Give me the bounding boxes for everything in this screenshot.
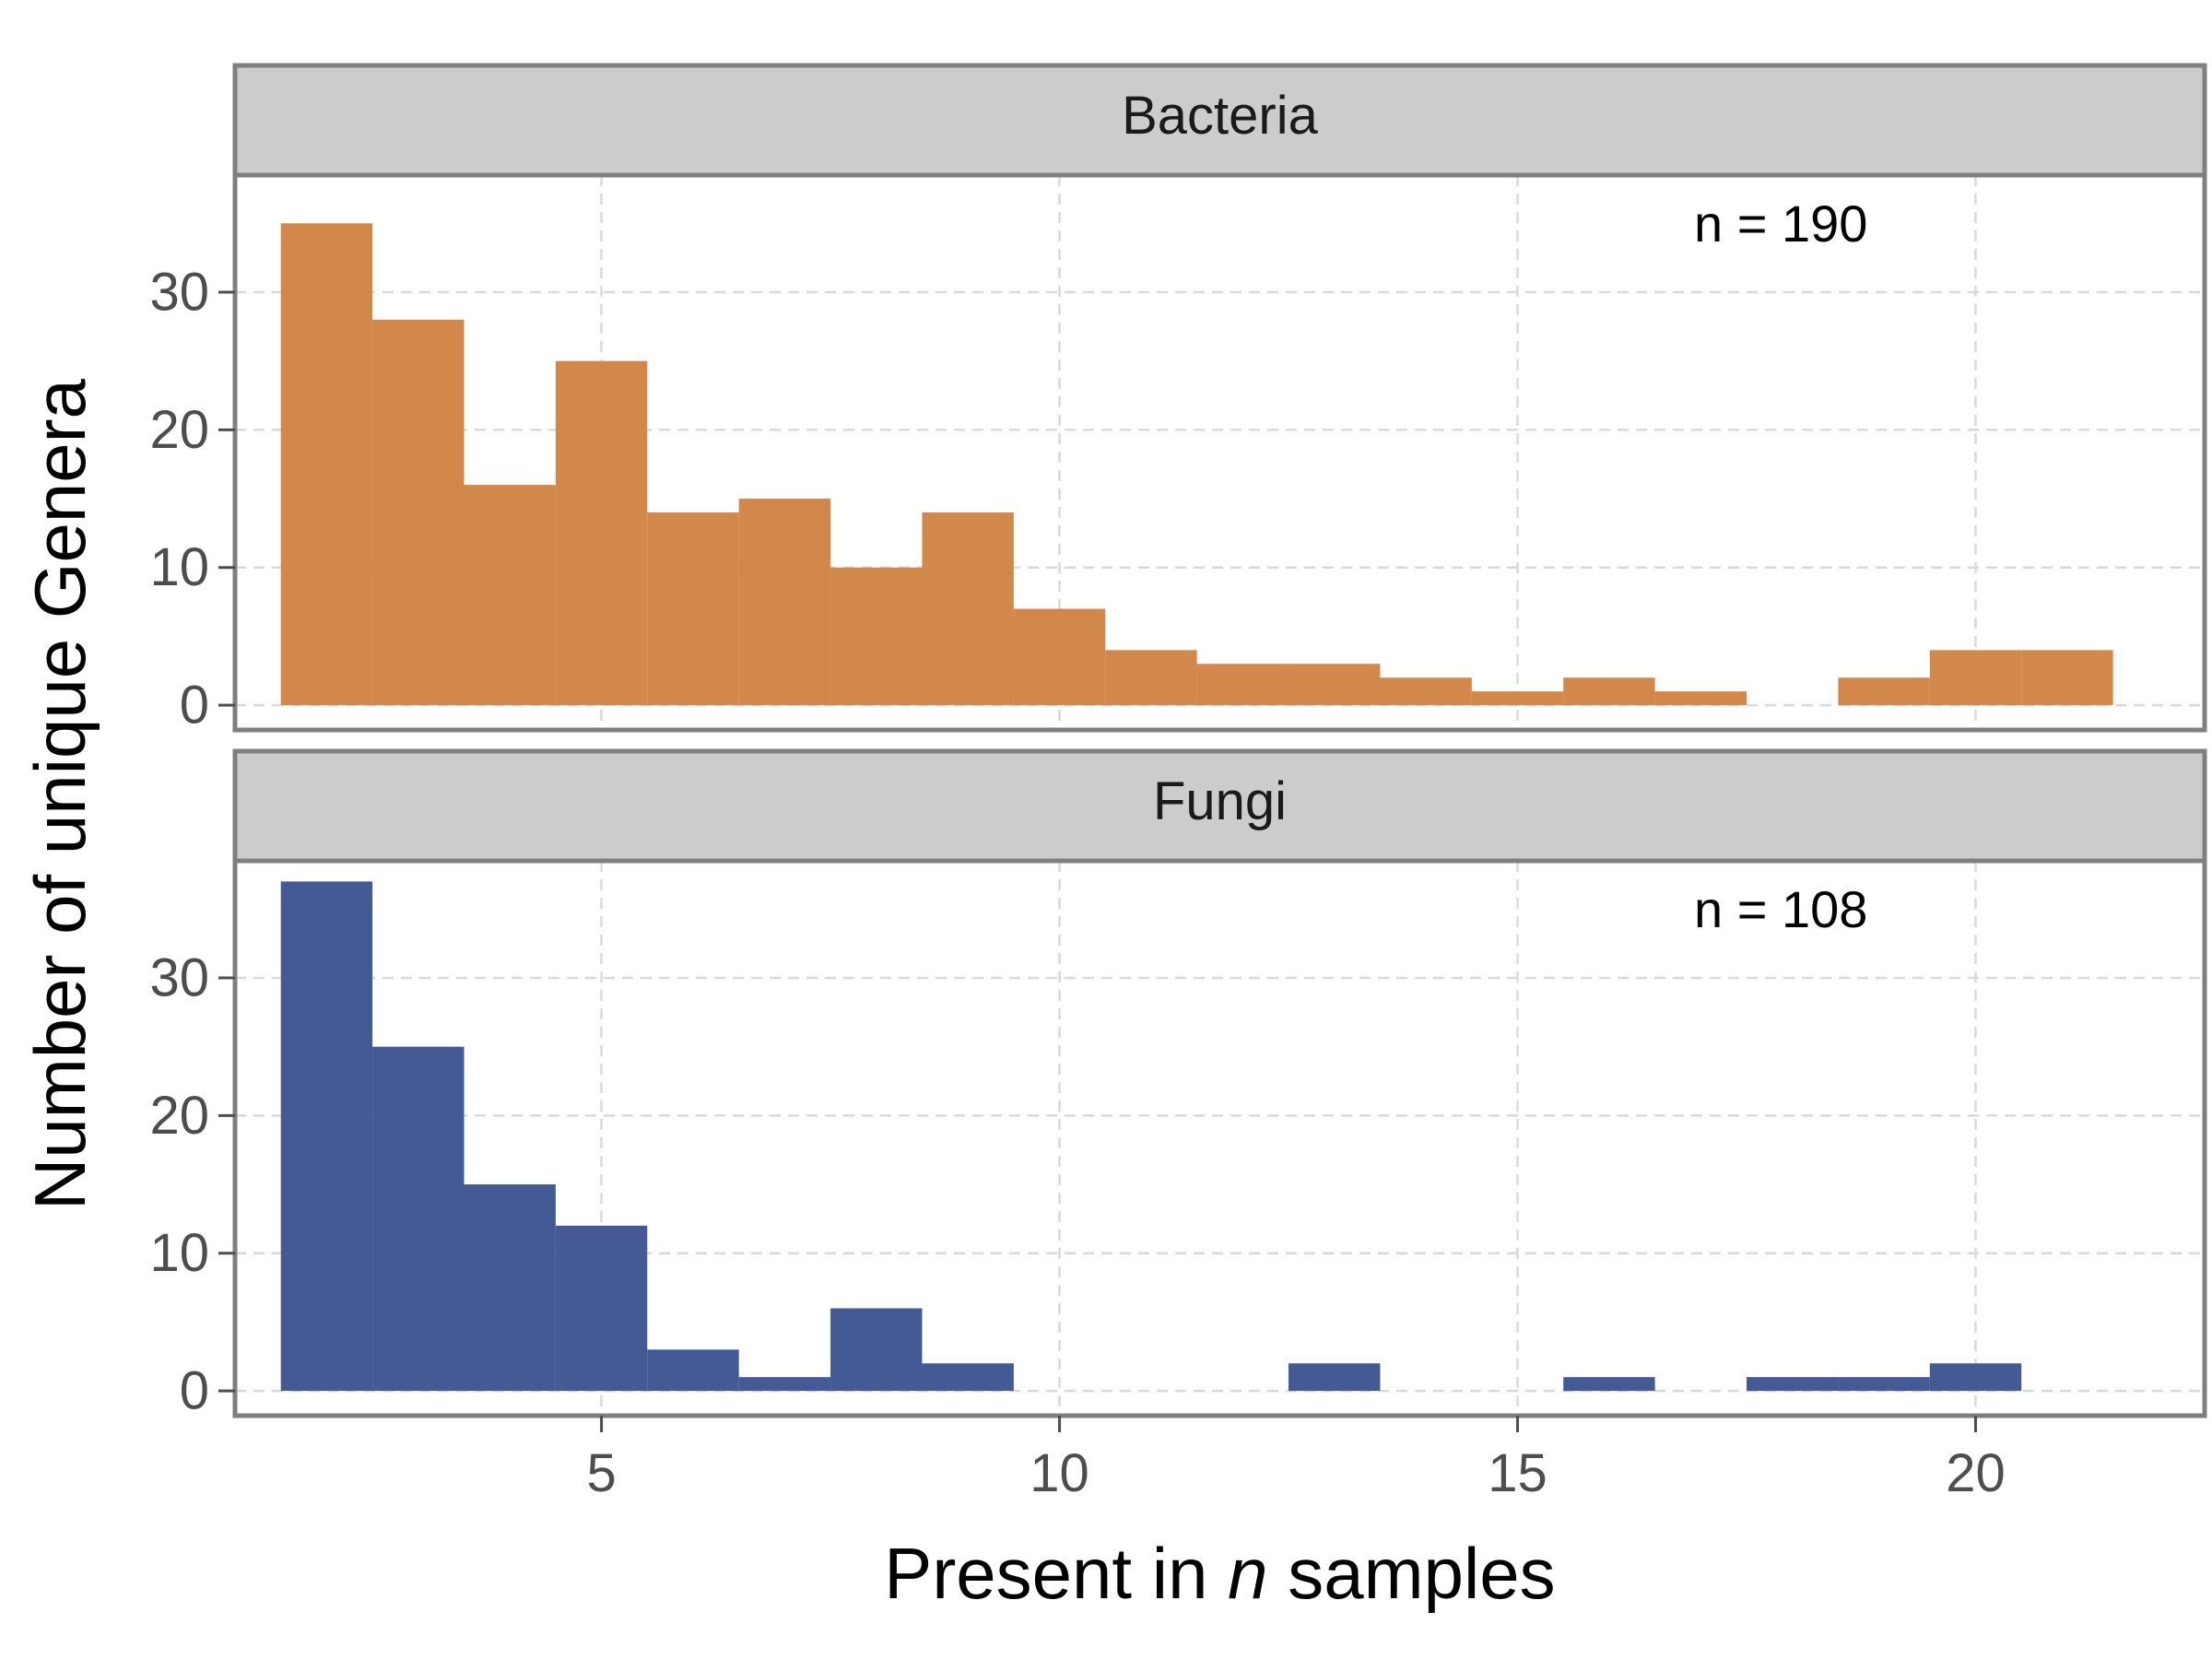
fungi-bar-3 — [372, 1046, 465, 1392]
fungi-y-tick-label-20: 20 — [149, 1086, 209, 1146]
facet-bacteria-y-axis: 0 10 20 30 — [149, 262, 235, 735]
x-axis-title: Present in n samples — [884, 1533, 1555, 1614]
bacteria-bar-5 — [555, 360, 648, 706]
bacteria-bar-2 — [280, 223, 373, 706]
facet-bacteria-panel-border — [232, 172, 2207, 733]
fungi-bar-9 — [922, 1363, 1014, 1392]
facet-bacteria-strip-label: Bacteria — [1122, 86, 1319, 146]
facet-bacteria-count-annotation: n = 190 — [1694, 194, 1867, 253]
facet-fungi-strip — [232, 748, 2207, 864]
x-tick-label-5: 5 — [586, 1443, 616, 1503]
facet-fungi-strip-label: Fungi — [1153, 771, 1287, 831]
fungi-bar-4 — [464, 1184, 556, 1392]
bacteria-bar-9 — [922, 512, 1014, 706]
facet-fungi-y-axis: 0 10 20 30 — [149, 947, 235, 1421]
bacteria-y-tick-label-0: 0 — [180, 676, 209, 735]
x-axis-title-after: samples — [1268, 1533, 1556, 1614]
fungi-bar-6 — [647, 1349, 739, 1392]
bacteria-bar-4 — [464, 485, 556, 706]
bacteria-bar-16 — [1563, 677, 1655, 706]
fungi-bar-18 — [1747, 1377, 1839, 1392]
x-tick-label-10: 10 — [1030, 1443, 1089, 1503]
bacteria-bar-11 — [1105, 650, 1197, 706]
bacteria-bar-3 — [372, 319, 465, 706]
bacteria-y-tick-label-30: 30 — [149, 262, 209, 322]
fungi-bar-2 — [280, 881, 373, 1392]
fungi-bar-20 — [1929, 1363, 2022, 1392]
bacteria-bar-8 — [830, 567, 923, 706]
bacteria-bar-15 — [1471, 691, 1564, 706]
facet-bacteria: Bacteria n = 190 0 10 20 30 — [149, 63, 2207, 735]
bacteria-bar-21 — [2021, 650, 2113, 706]
facet-bacteria-strip — [232, 63, 2207, 178]
facet-fungi-bars — [280, 881, 2022, 1392]
x-axis-title-before: Present in — [884, 1533, 1228, 1614]
fungi-bar-5 — [555, 1225, 648, 1392]
fungi-bar-13 — [1288, 1363, 1381, 1392]
x-tick-label-20: 20 — [1946, 1443, 2006, 1503]
fungi-bar-7 — [738, 1377, 831, 1392]
bacteria-bar-6 — [647, 512, 739, 706]
bacteria-bar-17 — [1654, 691, 1747, 706]
x-tick-label-15: 15 — [1488, 1443, 1547, 1503]
bacteria-bar-13 — [1288, 664, 1381, 706]
bacteria-bar-10 — [1013, 608, 1106, 706]
bacteria-bar-7 — [738, 499, 831, 706]
fungi-bar-8 — [830, 1308, 923, 1392]
bacteria-bar-19 — [1838, 677, 1930, 706]
bacteria-bar-12 — [1196, 664, 1289, 706]
facet-bacteria-bars — [280, 223, 2113, 706]
fungi-y-tick-label-10: 10 — [149, 1223, 209, 1283]
x-axis-title-italic: n — [1228, 1533, 1267, 1614]
x-axis: 5 10 15 20 — [586, 1416, 2006, 1503]
facet-fungi: Fungi n = 108 0 10 20 30 — [149, 748, 2207, 1421]
bacteria-y-tick-label-20: 20 — [149, 400, 209, 460]
bacteria-bar-14 — [1380, 677, 1472, 706]
bacteria-y-tick-label-10: 10 — [149, 537, 209, 597]
fungi-y-tick-label-30: 30 — [149, 947, 209, 1007]
y-axis-title: Number of unique Genera — [19, 378, 100, 1209]
fungi-bar-16 — [1563, 1377, 1655, 1392]
facet-fungi-count-annotation: n = 108 — [1694, 880, 1867, 938]
bacteria-bar-20 — [1929, 650, 2022, 706]
fungi-bar-19 — [1838, 1377, 1930, 1392]
facet-fungi-panel-border — [232, 858, 2207, 1418]
fungi-y-tick-label-0: 0 — [180, 1361, 209, 1421]
